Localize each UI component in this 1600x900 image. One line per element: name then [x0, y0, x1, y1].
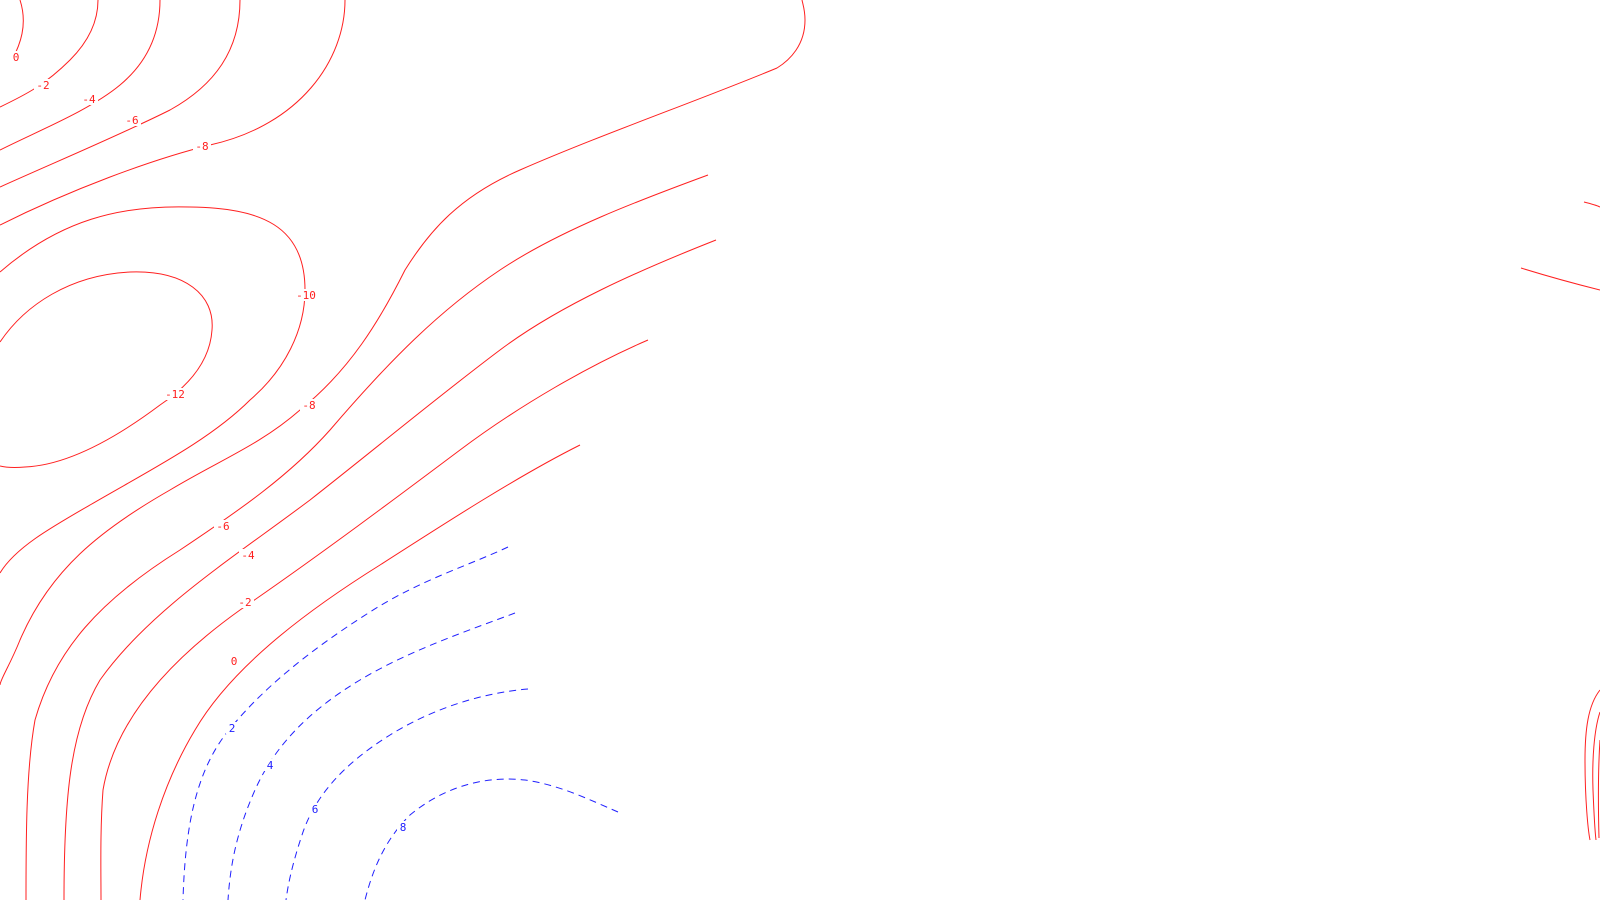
contour-fragment-right-lower-a [1584, 689, 1600, 841]
contour-label-minus12: -12 [165, 388, 185, 401]
contour-label-minus2-lower: -2 [238, 596, 251, 609]
contour-line-8 [364, 778, 619, 900]
contour-line-0-lower [139, 444, 581, 900]
contour-label-minus4-lower: -4 [241, 549, 255, 562]
contour-label-minus8-mid: -8 [302, 399, 315, 412]
contour-line-minus6-lower [25, 174, 709, 900]
contour-label-minus6-upper: -6 [125, 114, 138, 127]
contour-label-2: 2 [229, 722, 236, 735]
contour-fragment-right-lower-c [1597, 739, 1600, 839]
contour-label-minus4-upper: -4 [82, 93, 96, 106]
contour-line-minus8-mid [0, 0, 806, 686]
contour-line-minus2-upper [0, 0, 99, 108]
contour-label-minus10: -10 [296, 289, 316, 302]
contour-label-minus8-upper: -8 [195, 140, 208, 153]
contour-label-minus2-upper: -2 [36, 79, 49, 92]
contour-fragment-right-upper [1583, 201, 1600, 208]
contour-line-minus10 [0, 206, 306, 574]
contour-labels: 0 -2 -4 -6 -8 -10 -12 -8 -6 -4 -2 0 2 4 … [10, 51, 409, 834]
contour-line-minus4-upper [0, 0, 161, 151]
contour-line-minus2-lower [100, 339, 649, 900]
contour-label-0-lower: 0 [231, 655, 238, 668]
contour-label-0-upper: 0 [13, 51, 20, 64]
contour-label-8: 8 [400, 821, 407, 834]
contour-line-minus6-upper [0, 0, 241, 188]
contour-fragment-right-lower-b [1592, 711, 1600, 841]
contour-line-2 [182, 546, 509, 900]
contour-label-4: 4 [267, 759, 274, 772]
contour-line-minus12 [0, 271, 213, 468]
contour-fragment-right-mid [1520, 267, 1600, 291]
contour-label-6: 6 [312, 803, 319, 816]
contour-line-6 [285, 688, 529, 900]
contour-line-minus4-lower [63, 239, 717, 900]
contour-line-4 [227, 612, 516, 900]
contour-label-minus6-lower: -6 [216, 520, 229, 533]
contour-line-minus8-upper [0, 0, 346, 226]
